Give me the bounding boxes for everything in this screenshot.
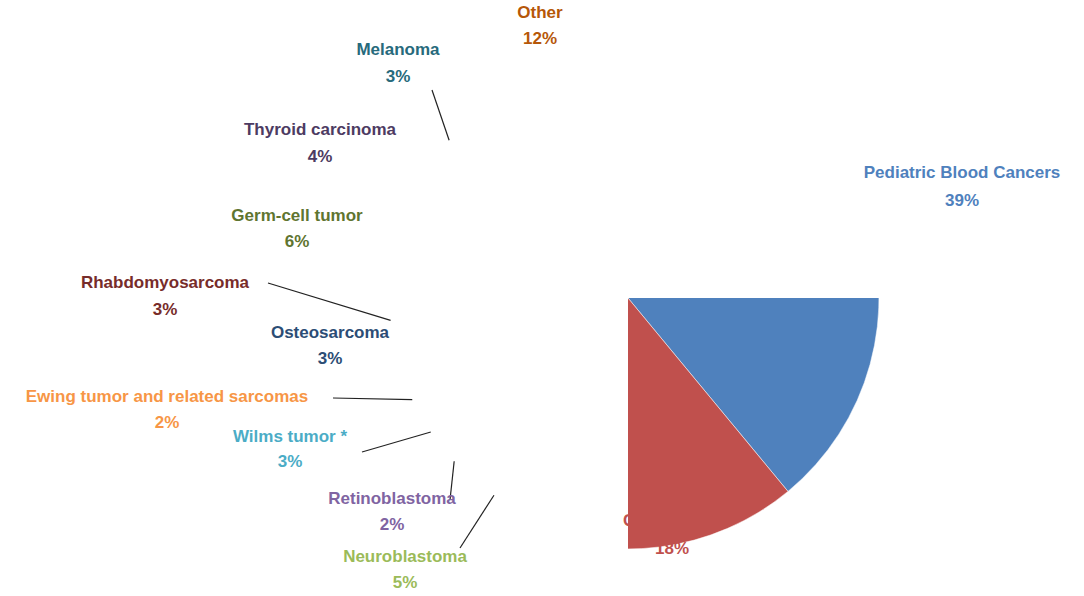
chart: Pediatric Blood Cancers 39% CNS tumors 18% N… <box>0 0 1084 596</box>
leader-line <box>268 283 391 320</box>
data-label: 3% <box>278 452 303 471</box>
slice-label: Pediatric Blood Cancers <box>864 163 1061 182</box>
leader-line <box>460 495 494 548</box>
slice-label: Osteosarcoma <box>271 323 390 342</box>
slice-label: Melanoma <box>356 40 440 59</box>
data-label: 2% <box>380 515 405 534</box>
slice-label: Rhabdomyosarcoma <box>81 273 250 292</box>
leader-line <box>333 398 412 400</box>
data-label: 39% <box>945 191 979 210</box>
slice-label: Neuroblastoma <box>343 547 467 566</box>
data-label: 3% <box>386 67 411 86</box>
data-label: 12% <box>523 29 557 48</box>
data-label: 3% <box>318 349 343 368</box>
pie-slice <box>628 298 788 549</box>
leader-line <box>432 90 449 140</box>
labels: Pediatric Blood Cancers 39% CNS tumors 18% N… <box>26 3 1060 592</box>
slice-label: CNS tumors <box>623 511 721 530</box>
data-label: 4% <box>308 147 333 166</box>
data-label: 18% <box>655 539 689 558</box>
slice-label: Retinoblastoma <box>328 489 456 508</box>
slice-label: Thyroid carcinoma <box>244 120 397 139</box>
data-label: 3% <box>153 300 178 319</box>
data-label: 5% <box>393 573 418 592</box>
slice-label: Ewing tumor and related sarcomas <box>26 387 308 406</box>
slice-label: Germ-cell tumor <box>231 206 363 225</box>
data-label: 2% <box>155 413 180 432</box>
slice-label: Wilms tumor * <box>233 427 348 446</box>
slices <box>628 298 879 549</box>
leader-line <box>362 432 431 452</box>
slice-label: Other <box>517 3 563 22</box>
data-label: 6% <box>285 232 310 251</box>
